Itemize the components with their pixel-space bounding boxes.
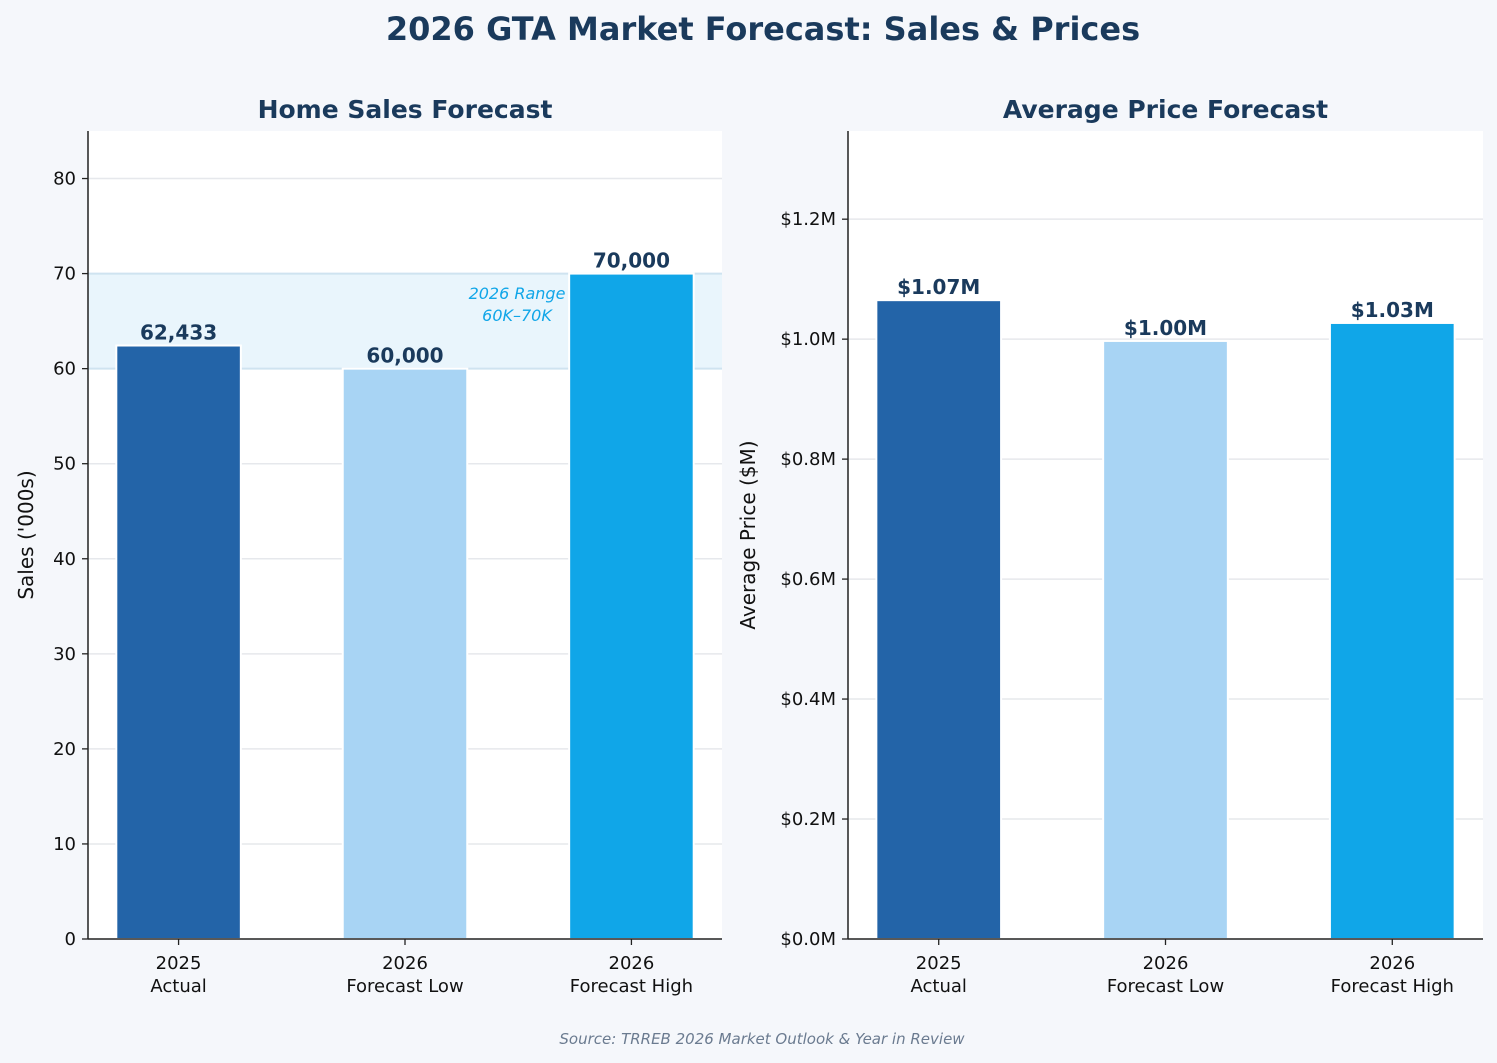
x-tick-label: 2026 <box>1369 953 1415 974</box>
y-tick-label: 20 <box>53 739 76 760</box>
bar-2 <box>1328 321 1456 940</box>
range-annotation: 60K–70K <box>482 306 553 325</box>
bar-0 <box>875 299 1003 940</box>
chart-title: Average Price Forecast <box>1003 95 1328 124</box>
data-label: $1.07M <box>897 275 980 299</box>
bar-0 <box>115 344 242 941</box>
x-tick-label: 2026 <box>382 953 428 974</box>
figure-title: 2026 GTA Market Forecast: Sales & Prices <box>386 10 1140 48</box>
source-note: Source: TRREB 2026 Market Outlook & Year… <box>559 1030 965 1048</box>
x-tick-label: 2025 <box>156 953 202 974</box>
y-tick-label: $0.6M <box>780 569 836 590</box>
x-tick-label: Actual <box>150 976 206 997</box>
y-tick-label: $0.4M <box>780 689 836 710</box>
bar-2 <box>568 272 695 940</box>
x-tick-label: 2026 <box>1143 953 1189 974</box>
data-label: $1.00M <box>1124 316 1207 340</box>
y-tick-label: 70 <box>53 264 76 285</box>
data-label: 62,433 <box>140 321 217 345</box>
bar-1 <box>1102 339 1229 940</box>
y-tick-label: 80 <box>53 169 76 190</box>
y-tick-label: 30 <box>53 644 76 665</box>
x-tick-label: Forecast High <box>1331 976 1454 997</box>
x-tick-label: 2025 <box>916 953 962 974</box>
y-tick-label: 0 <box>65 929 76 950</box>
y-tick-label: $1.0M <box>780 329 836 350</box>
x-tick-label: 2026 <box>609 953 655 974</box>
chart-panel-2: $0.0M $0.2M $0.4M $0.6M $0.8M $1.0M $1.2M $1.07… <box>736 95 1483 997</box>
y-tick-label: 60 <box>53 359 76 380</box>
y-tick-label: $1.2M <box>780 209 836 230</box>
y-tick-label: 10 <box>53 834 76 855</box>
y-axis-label: Average Price ($M) <box>736 440 760 629</box>
y-tick-label: 50 <box>53 454 76 475</box>
data-label: 60,000 <box>366 344 443 368</box>
y-tick-label: 40 <box>53 549 76 570</box>
bar-1 <box>341 367 469 941</box>
range-annotation: 2026 Range <box>469 284 566 303</box>
y-tick-label: $0.0M <box>780 929 836 950</box>
y-tick-label: $0.8M <box>780 449 836 470</box>
y-tick-label: $0.2M <box>780 809 836 830</box>
data-label: $1.03M <box>1351 298 1434 322</box>
chart-title: Home Sales Forecast <box>258 95 553 124</box>
data-label: 70,000 <box>593 249 670 273</box>
y-axis-label: Sales ('000s) <box>14 470 38 599</box>
x-tick-label: Forecast Low <box>346 976 463 997</box>
x-tick-label: Forecast Low <box>1107 976 1224 997</box>
x-tick-label: Actual <box>911 976 967 997</box>
x-tick-label: Forecast High <box>570 976 693 997</box>
